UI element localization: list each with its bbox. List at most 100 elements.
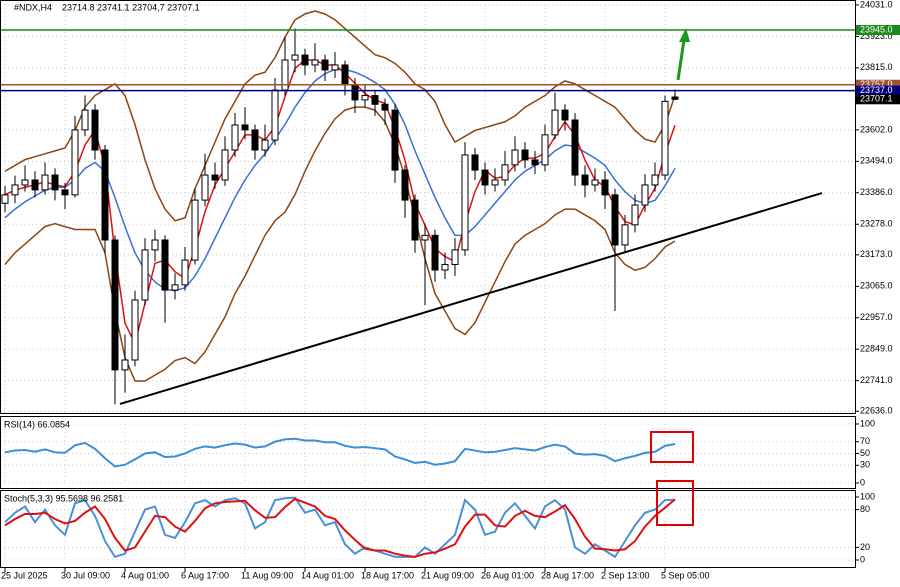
arrow-shaft	[676, 39, 686, 81]
candle-body	[141, 249, 149, 301]
candle-body	[391, 109, 399, 171]
chart-subtitle: 23714.8 23741.1 23704,7 23707.1	[62, 2, 200, 12]
y-tick-label: 23065.0	[860, 281, 893, 291]
candle-body	[81, 109, 89, 131]
candle-body	[31, 179, 39, 191]
candle-body	[401, 169, 409, 201]
candle-body	[581, 174, 589, 186]
candle-body	[191, 199, 199, 261]
candle-body	[641, 184, 649, 206]
candle-body	[211, 174, 219, 181]
candle-body	[231, 124, 239, 151]
candle-body	[331, 64, 339, 71]
candle-body	[21, 179, 29, 186]
candle-body	[241, 124, 249, 131]
candle-body	[611, 194, 619, 246]
candle-body	[501, 164, 509, 181]
candle-body	[631, 204, 639, 226]
level-tag	[856, 24, 900, 35]
candle-body	[291, 54, 299, 61]
candle-body	[421, 234, 429, 241]
y-tick-label: 22741.0	[860, 375, 893, 385]
candle-body	[651, 174, 659, 186]
trend-line	[119, 192, 823, 405]
x-tick-label: 25 Jul 2025	[1, 570, 48, 580]
candle-body	[201, 174, 209, 201]
level-tag	[856, 85, 900, 96]
candle-body	[351, 84, 359, 101]
x-tick-label: 21 Aug 09:00	[421, 570, 474, 580]
y-tick-label: 100	[860, 418, 875, 428]
candle-body	[171, 284, 179, 291]
level-label: 23737.0	[860, 85, 893, 95]
y-tick-label: 0	[860, 554, 865, 564]
x-tick-label: 6 Aug 17:00	[181, 570, 229, 580]
indicator-line	[4, 496, 676, 559]
price-label: 23707.1	[860, 94, 893, 104]
candle-body	[491, 179, 499, 186]
x-tick-label: 11 Aug 09:00	[241, 570, 293, 580]
y-tick-label: 80	[860, 504, 870, 514]
y-tick-label: 23278.0	[860, 219, 893, 229]
candle-body	[431, 234, 439, 271]
candle-body	[411, 199, 419, 241]
candle-body	[371, 95, 379, 105]
x-tick-label: 4 Aug 01:00	[121, 570, 169, 580]
candle-body	[71, 129, 79, 196]
candle-body	[51, 174, 59, 191]
x-tick-label: 14 Aug 01:00	[301, 570, 354, 580]
candle-body	[11, 184, 19, 196]
highlight-box	[656, 480, 694, 526]
y-tick-label: 22957.0	[860, 312, 893, 322]
candle-body	[251, 129, 259, 151]
candle-body	[221, 149, 229, 181]
candle-body	[311, 59, 319, 66]
candle-body	[601, 179, 609, 196]
candle-body	[61, 189, 69, 196]
candle-body	[471, 154, 479, 171]
x-tick-label: 2 Sep 13:00	[601, 570, 650, 580]
indicator-line	[4, 10, 676, 222]
candle-body	[541, 134, 549, 166]
candle-body	[531, 159, 539, 166]
candle-body	[381, 103, 389, 111]
y-tick-label: 30	[860, 460, 870, 470]
candle-body	[121, 359, 129, 371]
stoch-panel-frame	[0, 490, 856, 568]
y-tick-label: 23494.0	[860, 156, 893, 166]
y-tick-label: 23602.0	[860, 124, 893, 134]
candle-body	[151, 239, 159, 251]
indicator-line	[4, 437, 676, 468]
candle-body	[561, 109, 569, 121]
candle-body	[571, 119, 579, 176]
candle-body	[101, 149, 109, 241]
candle-body	[321, 59, 329, 71]
candle-body	[41, 174, 49, 191]
arrow-head	[679, 28, 690, 42]
candle-body	[521, 149, 529, 161]
x-tick-label: 5 Sep 05:00	[661, 570, 710, 580]
y-tick-label: 0	[860, 477, 865, 487]
y-tick-label: 23173.0	[860, 249, 893, 259]
y-tick-label: 20	[860, 542, 870, 552]
highlight-box	[650, 431, 694, 463]
candle-body	[511, 149, 519, 166]
level-label: 23757.0	[860, 79, 893, 89]
candle-body	[271, 89, 279, 141]
y-tick-label: 70	[860, 436, 870, 446]
level-label: 23945.0	[860, 24, 893, 34]
stoch-title: Stoch(5,3,3) 95.5698 96.2581	[4, 493, 123, 503]
candle-body	[301, 54, 309, 66]
candle-body	[441, 263, 449, 271]
rsi-panel-frame	[0, 416, 856, 489]
price-tag	[856, 94, 900, 105]
x-tick-label: 26 Aug 01:00	[481, 570, 534, 580]
y-tick-label: 23923.0	[860, 31, 893, 41]
candle-body	[461, 154, 469, 251]
candle-body	[261, 139, 269, 151]
candle-body	[591, 179, 599, 186]
candle-body	[111, 239, 119, 371]
y-tick-label: 23815.0	[860, 62, 893, 72]
candle-body	[671, 96, 679, 100]
